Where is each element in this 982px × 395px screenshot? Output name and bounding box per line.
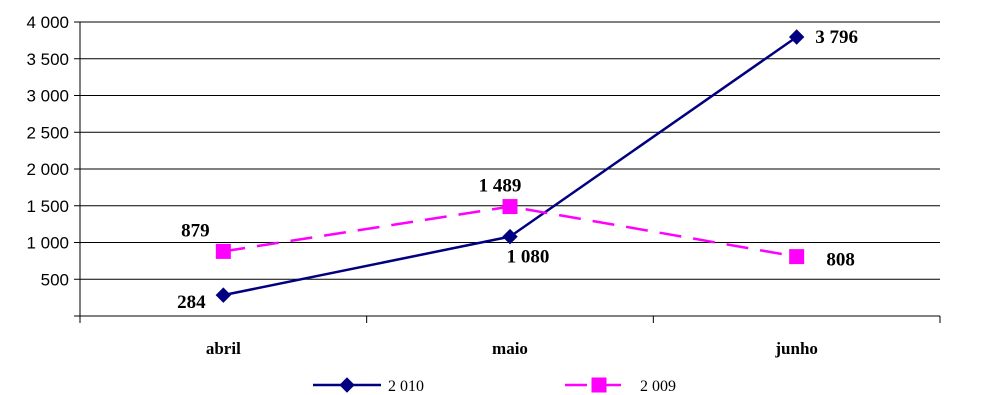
- series-1-marker-abril: [215, 243, 231, 259]
- data-label-series-0-abril: 284: [177, 292, 206, 313]
- y-tick-label: 3 000: [26, 87, 69, 106]
- y-tick-label: 3 500: [26, 50, 69, 69]
- x-axis-tick-labels: abril maio junho: [206, 339, 818, 358]
- data-label-series-1-maio: 1 489: [479, 176, 522, 197]
- y-tick-label: 2 500: [26, 123, 69, 142]
- series-0-marker-abril: [215, 287, 232, 303]
- data-labels: 284 1 080 3 796 879 1 489 808: [177, 27, 858, 313]
- y-tick-label: 4 000: [26, 13, 69, 32]
- y-tick-label: 1 000: [26, 234, 69, 253]
- series-lines: [215, 29, 805, 303]
- data-label-series-1-junho: 808: [826, 250, 855, 271]
- series-1-marker-junho: [789, 249, 805, 265]
- y-axis-tick-labels: 500 1 000 1 500 2 000 2 500 3 000 3 500 4 000: [26, 13, 69, 289]
- legend-marker-0: [339, 377, 355, 393]
- axes: [74, 21, 941, 323]
- x-tick-label-abril: abril: [206, 339, 241, 358]
- y-tick-label: 2 000: [26, 160, 69, 179]
- series-0-marker-junho: [788, 29, 805, 45]
- x-tick-label-junho: junho: [774, 339, 818, 358]
- legend-label-0: 2 010: [388, 378, 424, 395]
- y-tick-label: 500: [41, 270, 69, 289]
- x-tick-label-maio: maio: [492, 339, 528, 358]
- legend: 2 010 2 009: [313, 377, 676, 395]
- data-label-series-1-abril: 879: [181, 220, 210, 241]
- legend-label-1: 2 009: [640, 378, 676, 395]
- data-label-series-0-maio: 1 080: [507, 247, 550, 268]
- y-tick-label: 1 500: [26, 197, 69, 216]
- data-label-series-0-junho: 3 796: [815, 27, 858, 48]
- series-1-marker-maio: [502, 199, 518, 215]
- series-0-marker-maio: [502, 228, 518, 245]
- legend-marker-1: [591, 377, 607, 393]
